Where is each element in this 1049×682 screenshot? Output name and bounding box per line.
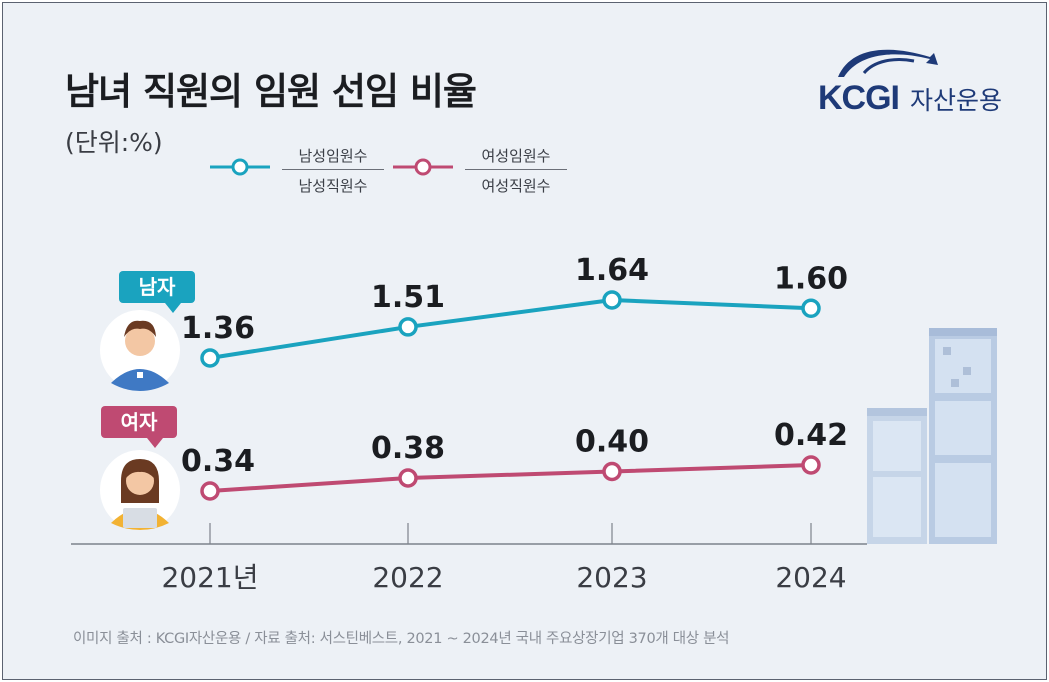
legend-female-denominator: 여성직원수 xyxy=(481,177,551,195)
data-label: 1.64 xyxy=(575,253,649,288)
data-point xyxy=(801,298,821,319)
legend-male-numerator: 남성임원수 xyxy=(298,147,368,165)
logo-sub: 자산운용 xyxy=(910,86,1003,115)
page-title: 남녀 직원의 임원 선임 비율 xyxy=(65,70,477,113)
female-tag: 여자 xyxy=(101,406,177,448)
data-point xyxy=(602,461,622,482)
data-point xyxy=(602,290,622,310)
series-line-female xyxy=(209,463,812,493)
logo-brand: KCGI xyxy=(818,79,900,117)
male-avatar xyxy=(100,310,180,391)
x-tick-label: 2023 xyxy=(576,561,647,594)
legend-female-marker xyxy=(393,158,453,176)
x-tick-label: 2022 xyxy=(372,561,443,594)
legend-female-divider xyxy=(465,169,567,170)
x-tick-label: 2021년 xyxy=(161,561,258,594)
data-label: 1.36 xyxy=(181,311,255,346)
data-point xyxy=(398,317,418,337)
data-label: 0.38 xyxy=(371,431,445,466)
source-footer: 이미지 출처 : KCGI자산운용 / 자료 출처: 서스틴베스트, 2021 … xyxy=(73,631,730,647)
legend-male-divider xyxy=(282,169,384,170)
data-point xyxy=(200,481,220,501)
data-label: 0.40 xyxy=(575,425,649,460)
logo-swoosh-icon xyxy=(838,49,938,77)
building-illustration xyxy=(867,328,997,544)
data-label: 0.34 xyxy=(181,444,255,479)
data-point xyxy=(200,348,220,368)
legend-female-numerator: 여성임원수 xyxy=(481,147,551,165)
data-label: 0.42 xyxy=(774,418,848,453)
data-point xyxy=(801,455,821,475)
brand-logo: KCGI 자산운용 xyxy=(818,43,1028,117)
unit-label: (단위:%) xyxy=(65,128,163,157)
female-avatar xyxy=(100,450,180,530)
data-point xyxy=(398,468,418,488)
x-tick-label: 2024 xyxy=(775,561,846,594)
line-chart: 1.36 1.51 1.64 1.60 0.34 0.38 0.40 0.42 2021년 20… xyxy=(71,253,997,594)
series-line-male xyxy=(209,298,812,360)
male-tag: 남자 xyxy=(119,271,195,313)
data-label: 1.60 xyxy=(774,261,848,296)
legend-male-denominator: 남성직원수 xyxy=(298,177,368,195)
data-label: 1.51 xyxy=(371,280,445,315)
legend-male-marker xyxy=(210,158,270,176)
